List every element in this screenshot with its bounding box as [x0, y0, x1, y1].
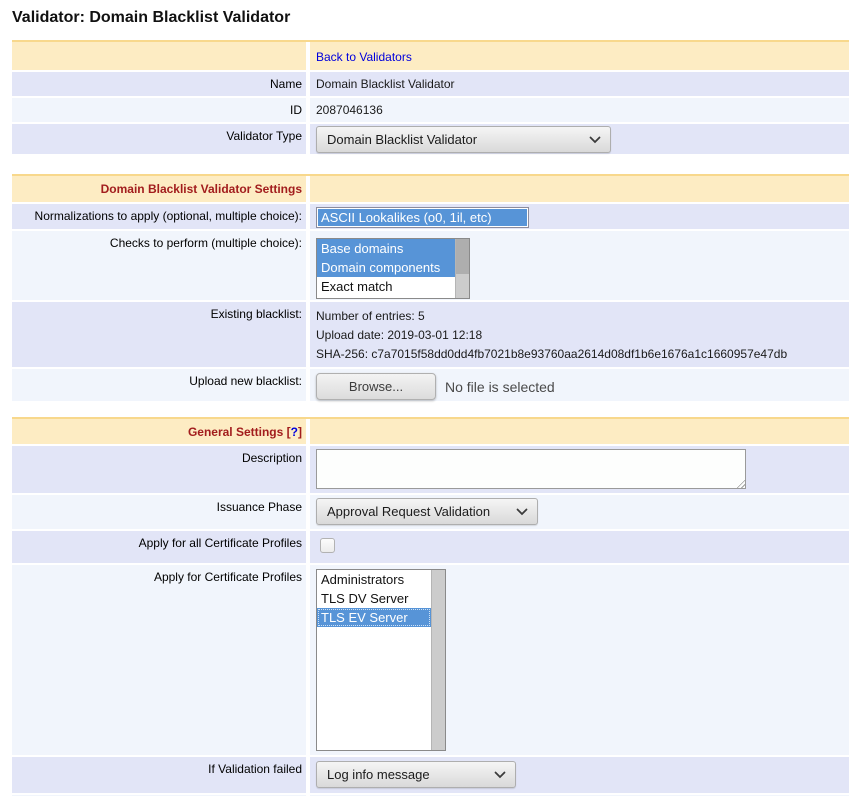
general-settings-table: General Settings [?] Description Issuanc…: [12, 417, 849, 796]
validator-type-select[interactable]: Domain Blacklist Validator: [316, 126, 611, 153]
question-mark-icon: ?: [290, 425, 298, 439]
blacklist-settings-title: Domain Blacklist Validator Settings: [12, 176, 306, 202]
apply-all-profiles-checkbox[interactable]: [320, 538, 335, 553]
blacklist-entries-count: Number of entries: 5: [316, 309, 425, 323]
normalizations-label: Normalizations to apply (optional, multi…: [12, 204, 306, 229]
resize-grip-icon[interactable]: [734, 477, 745, 488]
apply-all-profiles-cell: [310, 531, 849, 563]
page-title: Validator: Domain Blacklist Validator: [12, 9, 291, 26]
listbox-scrollbar[interactable]: [455, 239, 469, 298]
checks-options: Base domains Domain components Exact mat…: [317, 239, 455, 298]
chevron-down-icon: [589, 136, 601, 144]
certificate-profiles-listbox[interactable]: Administrators TLS DV Server TLS EV Serv…: [316, 569, 446, 751]
listbox-scrollbar[interactable]: [431, 570, 445, 750]
normalizations-multiselect[interactable]: ASCII Lookalikes (o0, 1il, etc): [316, 207, 529, 228]
back-to-validators-link[interactable]: Back to Validators: [316, 50, 412, 64]
listbox-option[interactable]: Domain components: [317, 258, 455, 277]
issuance-phase-select[interactable]: Approval Request Validation: [316, 498, 538, 525]
general-settings-title: General Settings: [187, 425, 284, 439]
id-value: 2087046136: [310, 98, 849, 122]
existing-blacklist-info: Number of entries: 5 Upload date: 2019-0…: [310, 302, 849, 367]
issuance-phase-cell: Approval Request Validation: [310, 495, 849, 529]
normalizations-cell: ASCII Lookalikes (o0, 1il, etc): [310, 204, 849, 229]
name-value: Domain Blacklist Validator: [310, 72, 849, 96]
description-cell: [310, 446, 849, 493]
listbox-option[interactable]: Exact match: [321, 279, 393, 294]
apply-profiles-cell: Administrators TLS DV Server TLS EV Serv…: [310, 565, 849, 755]
validator-base-table: Back to Validators Name Domain Blacklist…: [12, 40, 849, 154]
help-link[interactable]: [?]: [286, 425, 302, 439]
chevron-down-icon: [516, 508, 528, 516]
scrollbar-thumb[interactable]: [456, 239, 469, 275]
table-header-cell: Back to Validators: [310, 42, 849, 70]
apply-all-profiles-label: Apply for all Certificate Profiles: [12, 531, 306, 563]
upload-blacklist-label: Upload new blacklist:: [12, 369, 306, 401]
blacklist-sha256: SHA-256: c7a7015f58dd0dd4fb7021b8e93760a…: [316, 347, 788, 361]
validator-type-label: Validator Type: [12, 124, 306, 154]
issuance-phase-label: Issuance Phase: [12, 495, 306, 529]
description-textarea[interactable]: [316, 449, 746, 489]
validation-failed-selected-value: Log info message: [327, 767, 430, 782]
upload-blacklist-cell: Browse... No file is selected: [310, 369, 849, 401]
listbox-option[interactable]: Base domains: [317, 239, 455, 258]
validation-failed-cell: Log info message: [310, 757, 849, 793]
validation-failed-select[interactable]: Log info message: [316, 761, 516, 788]
validator-type-cell: Domain Blacklist Validator: [310, 124, 849, 154]
checks-listbox[interactable]: Base domains Domain components Exact mat…: [316, 238, 470, 299]
chevron-down-icon: [494, 771, 506, 779]
general-settings-title-cell: General Settings [?]: [12, 419, 306, 444]
name-label: Name: [12, 72, 306, 96]
apply-profiles-label: Apply for Certificate Profiles: [12, 565, 306, 755]
blacklist-upload-date: Upload date: 2019-03-01 12:18: [316, 328, 483, 342]
table-header-spacer: [12, 42, 306, 70]
id-label: ID: [12, 98, 306, 122]
listbox-option[interactable]: TLS EV Server: [317, 608, 431, 627]
listbox-option[interactable]: Administrators: [321, 572, 405, 587]
description-label: Description: [12, 446, 306, 493]
blacklist-settings-table: Domain Blacklist Validator Settings Norm…: [12, 174, 849, 401]
checks-cell: Base domains Domain components Exact mat…: [310, 231, 849, 300]
validator-type-selected-value: Domain Blacklist Validator: [327, 132, 478, 147]
general-settings-title-spacer: [310, 419, 849, 444]
validation-failed-label: If Validation failed: [12, 757, 306, 793]
existing-blacklist-label: Existing blacklist:: [12, 302, 306, 367]
certificate-profiles-options: Administrators TLS DV Server TLS EV Serv…: [317, 570, 431, 750]
checks-label: Checks to perform (multiple choice):: [12, 231, 306, 300]
listbox-option[interactable]: TLS DV Server: [321, 591, 409, 606]
listbox-option[interactable]: ASCII Lookalikes (o0, 1il, etc): [318, 209, 527, 226]
blacklist-settings-title-spacer: [310, 176, 849, 202]
issuance-phase-selected-value: Approval Request Validation: [327, 504, 491, 519]
browse-button[interactable]: Browse...: [316, 373, 436, 400]
no-file-selected-text: No file is selected: [445, 378, 555, 395]
